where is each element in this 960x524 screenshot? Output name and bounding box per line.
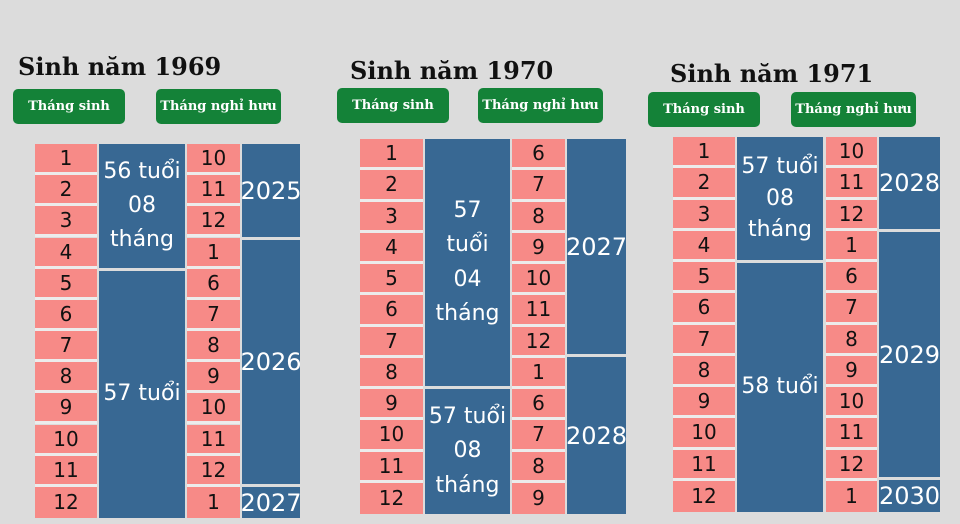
- retire-month-cell: 1: [512, 357, 565, 389]
- retire-month-cell: 9: [826, 355, 877, 387]
- retire-month-cell: 9: [512, 232, 565, 264]
- birth-month-cell: 5: [360, 264, 423, 296]
- retire-month-cell: 12: [826, 199, 877, 231]
- age-block: 57 tuổi 04 tháng: [425, 139, 510, 386]
- retire-month-cell: 9: [512, 482, 565, 514]
- birth-month-label: Tháng sinh: [337, 88, 449, 123]
- birth-month-cell: 9: [673, 387, 735, 419]
- retire-month-cell: 11: [826, 418, 877, 450]
- birth-month-cell: 12: [360, 482, 423, 514]
- birth-month-cell: 12: [673, 480, 735, 512]
- birth-month-cell: 3: [673, 199, 735, 231]
- retire-year-block: 2027: [566, 139, 627, 354]
- birth-month-cell: 9: [35, 393, 97, 425]
- birth-month-cell: 4: [673, 230, 735, 262]
- birth-month-cell: 8: [360, 357, 423, 389]
- retire-month-cell: 11: [826, 168, 877, 200]
- birth-month-cell: 4: [360, 232, 423, 264]
- retire-month-cell: 1: [826, 480, 877, 512]
- retire-month-cell: 11: [512, 295, 565, 327]
- age-block: 57 tuổi 08 tháng: [737, 137, 823, 260]
- retire-month-cell: 7: [187, 299, 240, 331]
- birth-month-cell: 2: [360, 170, 423, 202]
- age-block: 57 tuổi 08 tháng: [425, 389, 510, 514]
- retire-month-cell: 11: [187, 424, 240, 456]
- retire-year-block: 2026: [240, 240, 302, 484]
- birth-month-cell: 11: [673, 449, 735, 481]
- retire-month-cell: 7: [512, 420, 565, 452]
- birth-month-cell: 6: [35, 299, 97, 331]
- birth-month-cell: 10: [673, 418, 735, 450]
- birth-month-cell: 1: [360, 139, 423, 171]
- birth-month-cell: 11: [35, 455, 97, 487]
- age-block: 56 tuổi 08 tháng: [99, 144, 185, 268]
- retire-year-block: 2025: [240, 144, 302, 237]
- retire-month-cell: 11: [187, 175, 240, 207]
- panel-title: Sinh năm 1970: [350, 56, 554, 85]
- retire-month-cell: 8: [512, 451, 565, 483]
- retire-month-cell: 7: [512, 170, 565, 202]
- retire-month-cell: 7: [826, 293, 877, 325]
- birth-month-cell: 7: [35, 331, 97, 363]
- birth-month-cell: 8: [35, 362, 97, 394]
- age-block: 58 tuổi: [737, 263, 823, 512]
- retire-year-block: 2030: [878, 480, 941, 512]
- birth-month-cell: 2: [673, 168, 735, 200]
- retire-month-cell: 6: [826, 262, 877, 294]
- panel-title: Sinh năm 1969: [18, 52, 222, 81]
- birth-month-cell: 1: [673, 137, 735, 169]
- retire-month-cell: 12: [187, 455, 240, 487]
- retire-month-cell: 10: [187, 144, 240, 176]
- birth-month-cell: 12: [35, 486, 97, 518]
- retire-year-block: 2028: [879, 137, 940, 229]
- retire-month-cell: 8: [187, 331, 240, 363]
- retire-month-label: Tháng nghỉ hưu: [791, 92, 916, 127]
- retire-month-label: Tháng nghỉ hưu: [156, 89, 281, 124]
- birth-month-cell: 3: [360, 201, 423, 233]
- birth-month-cell: 10: [360, 420, 423, 452]
- birth-month-cell: 5: [35, 268, 97, 300]
- birth-month-cell: 5: [673, 262, 735, 294]
- birth-month-cell: 4: [35, 237, 97, 269]
- retire-year-block: 2028: [566, 357, 627, 514]
- birth-month-cell: 3: [35, 206, 97, 238]
- retire-month-cell: 9: [187, 362, 240, 394]
- retire-month-cell: 6: [187, 268, 240, 300]
- retire-month-cell: 12: [512, 326, 565, 358]
- birth-month-cell: 8: [673, 355, 735, 387]
- retire-month-cell: 1: [187, 486, 240, 518]
- retire-month-cell: 8: [512, 201, 565, 233]
- retire-month-cell: 6: [512, 389, 565, 421]
- birth-month-label: Tháng sinh: [13, 89, 125, 124]
- birth-month-cell: 6: [673, 293, 735, 325]
- retire-month-cell: 1: [187, 237, 240, 269]
- retire-month-cell: 1: [826, 230, 877, 262]
- retire-month-cell: 10: [512, 264, 565, 296]
- birth-month-cell: 11: [360, 451, 423, 483]
- birth-month-cell: 1: [35, 144, 97, 176]
- retire-month-cell: 10: [187, 393, 240, 425]
- retire-month-cell: 10: [826, 137, 877, 169]
- birth-month-cell: 9: [360, 389, 423, 421]
- birth-month-cell: 7: [673, 324, 735, 356]
- retire-year-block: 2027: [240, 487, 302, 518]
- age-block: 57 tuổi: [99, 271, 185, 518]
- retire-month-cell: 8: [826, 324, 877, 356]
- retire-year-block: 2029: [879, 232, 940, 477]
- retire-month-cell: 6: [512, 139, 565, 171]
- retire-month-cell: 12: [826, 449, 877, 481]
- birth-month-cell: 7: [360, 326, 423, 358]
- retire-month-cell: 12: [187, 206, 240, 238]
- birth-month-label: Tháng sinh: [648, 92, 760, 127]
- birth-month-cell: 2: [35, 175, 97, 207]
- birth-month-cell: 10: [35, 424, 97, 456]
- retire-month-cell: 10: [826, 387, 877, 419]
- birth-month-cell: 6: [360, 295, 423, 327]
- panel-title: Sinh năm 1971: [670, 59, 874, 88]
- retire-month-label: Tháng nghỉ hưu: [478, 88, 603, 123]
